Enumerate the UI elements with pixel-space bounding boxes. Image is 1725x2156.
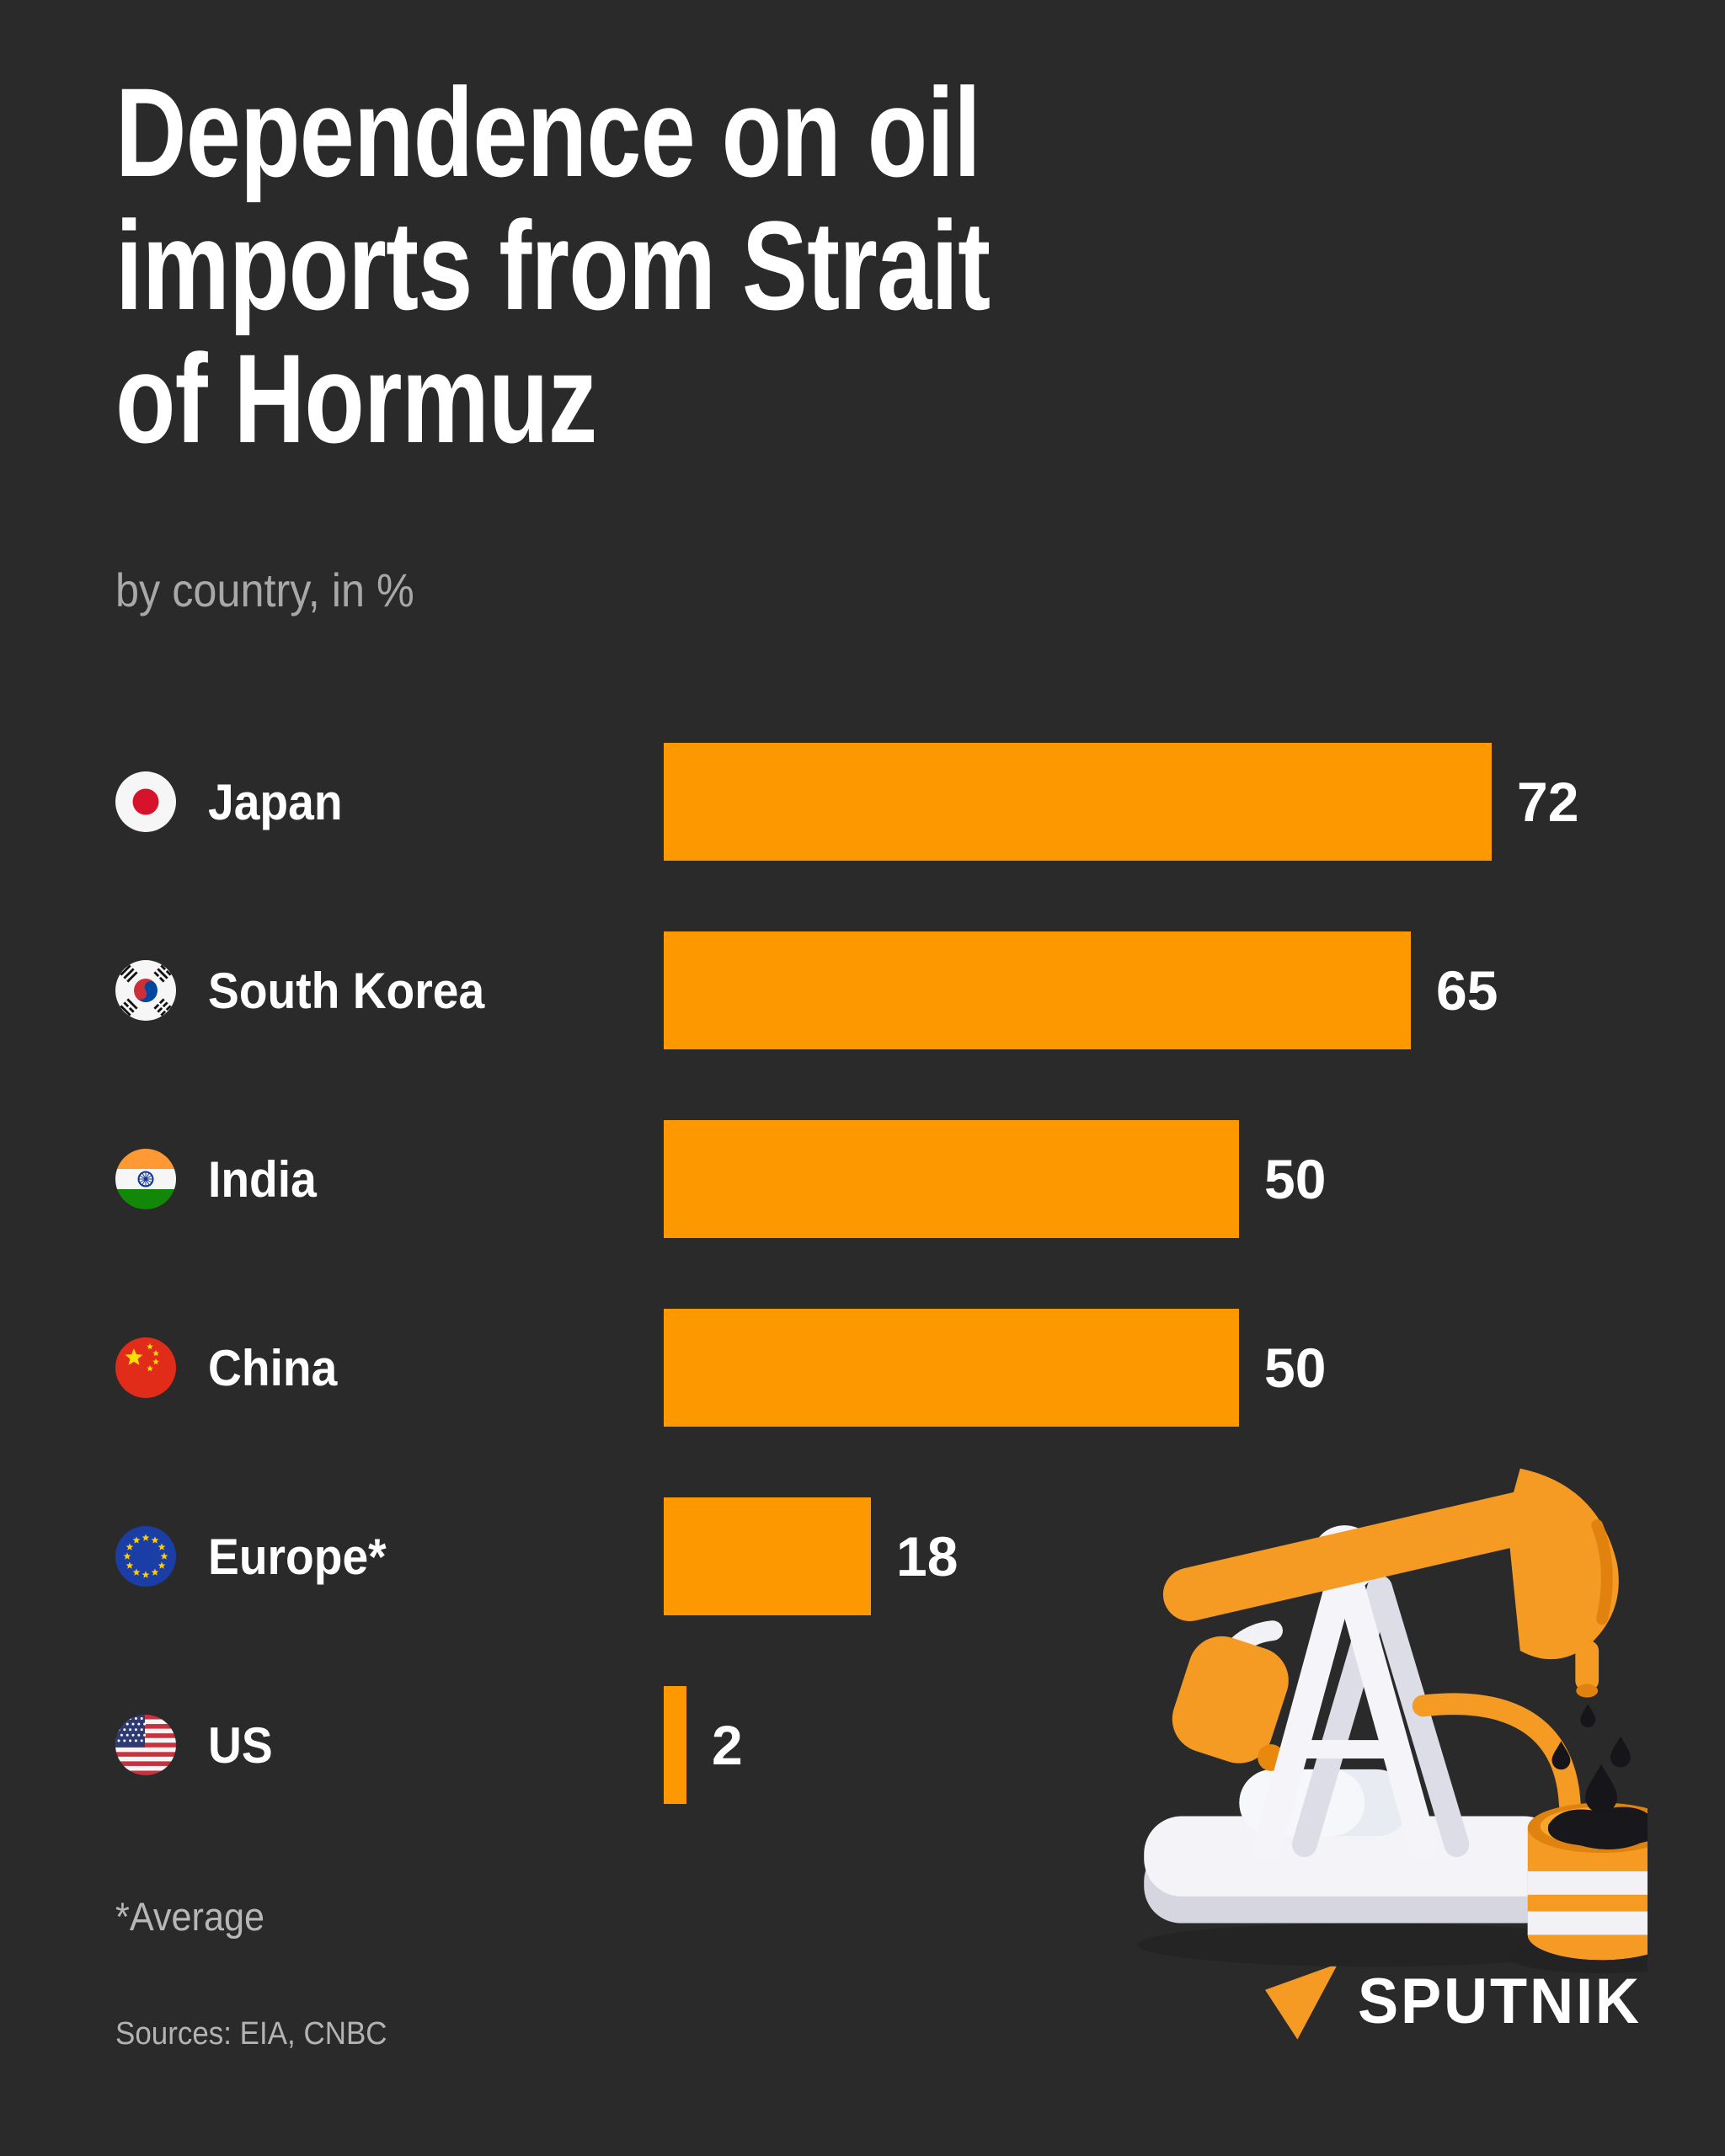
sources-note: Sources: EIA, CNBC (115, 2016, 387, 2052)
country-cell: China (115, 1337, 664, 1398)
bar-us (664, 1686, 686, 1804)
bar-cell: 50 (664, 1309, 1326, 1427)
bar-value-label: 18 (896, 1525, 959, 1588)
bar-india (664, 1120, 1239, 1238)
bar-value-label: 65 (1436, 959, 1498, 1022)
flag-united-states-icon (115, 1715, 176, 1775)
oil-pumpjack-illustration (1137, 1468, 1648, 1974)
country-label: Europe* (208, 1528, 387, 1585)
bar-south-korea (664, 931, 1411, 1049)
country-cell: Japan (115, 771, 664, 832)
flag-european-union-icon (115, 1526, 176, 1587)
sputnik-logo-text: SPUTNIK (1358, 1965, 1642, 2037)
chart-row-japan: Japan 72 (115, 743, 1725, 861)
chart-row-china: China 50 (115, 1309, 1725, 1427)
chart-row-europe: Europe* 18 (115, 1497, 1725, 1615)
country-label: India (208, 1150, 317, 1208)
bar-cell: 18 (664, 1497, 958, 1615)
bar-value-label: 72 (1517, 771, 1579, 833)
bar-value-label: 2 (712, 1714, 743, 1776)
bar-cell: 2 (664, 1686, 743, 1804)
bar-value-label: 50 (1264, 1148, 1327, 1210)
country-label: South Korea (208, 962, 485, 1019)
bar-value-label: 50 (1264, 1337, 1327, 1399)
bar-japan (664, 743, 1492, 861)
average-footnote: *Average (115, 1894, 265, 1939)
page-title: Dependence on oil imports from Strait of… (115, 61, 991, 469)
country-label: China (208, 1339, 338, 1396)
country-cell: US (115, 1715, 664, 1775)
sputnik-logo: SPUTNIK (1260, 1959, 1657, 2043)
flag-japan-icon (115, 771, 176, 832)
flag-india-icon (115, 1149, 176, 1209)
chart-row-us: US 2 (115, 1686, 1725, 1804)
chart-subtitle: by country, in % (115, 563, 414, 616)
country-cell: South Korea (115, 960, 664, 1021)
bar-cell: 50 (664, 1120, 1326, 1238)
sputnik-triangle-icon (1265, 1963, 1338, 2040)
bar-chart: Japan 72 South Korea 65 India (115, 743, 1725, 1875)
country-cell: India (115, 1149, 664, 1209)
chart-row-south-korea: South Korea 65 (115, 931, 1725, 1049)
chart-row-india: India 50 (115, 1120, 1725, 1238)
country-cell: Europe* (115, 1526, 664, 1587)
bar-europe (664, 1497, 871, 1615)
flag-china-icon (115, 1337, 176, 1398)
bar-cell: 72 (664, 743, 1578, 861)
flag-south-korea-icon (115, 960, 176, 1021)
bar-cell: 65 (664, 931, 1498, 1049)
country-label: Japan (208, 773, 343, 830)
country-label: US (208, 1716, 273, 1774)
bar-china (664, 1309, 1239, 1427)
